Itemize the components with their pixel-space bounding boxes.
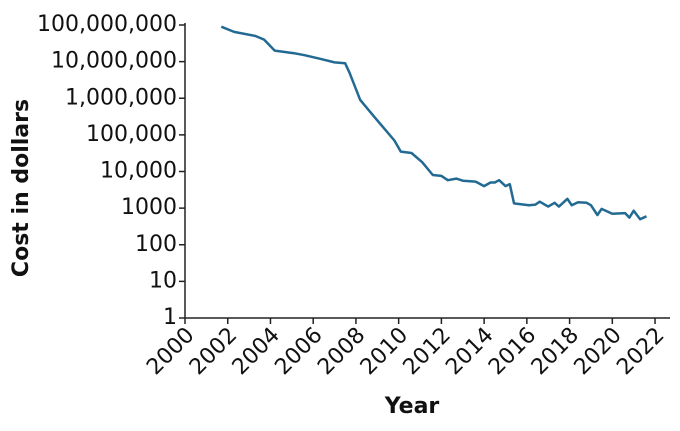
x-tick-label: 2012 xyxy=(399,323,456,380)
x-tick-label: 2022 xyxy=(612,323,669,380)
x-tick-label: 2014 xyxy=(441,323,498,380)
y-tick-label: 100 xyxy=(135,232,177,257)
x-tick-label: 2002 xyxy=(185,323,242,380)
x-axis-label: Year xyxy=(384,394,440,419)
x-tick-label: 2010 xyxy=(356,323,413,380)
y-tick-label: 1000 xyxy=(121,195,177,220)
x-tick-label: 2016 xyxy=(484,323,541,380)
x-tick-label: 2020 xyxy=(570,323,627,380)
x-tick-label: 2018 xyxy=(527,323,584,380)
y-axis-label: Cost in dollars xyxy=(9,99,34,277)
y-tick-label: 100,000,000 xyxy=(37,12,177,37)
data-line xyxy=(220,25,648,221)
y-tick-label: 1,000,000 xyxy=(65,85,177,110)
x-tick-label: 2000 xyxy=(142,323,199,380)
x-tick-label: 2008 xyxy=(313,323,370,380)
y-tick-label: 1 xyxy=(163,305,177,330)
y-tick-label: 10,000,000 xyxy=(51,49,177,74)
y-tick-label: 100,000 xyxy=(86,122,177,147)
y-tick-label: 10 xyxy=(149,268,177,293)
x-tick-label: 2004 xyxy=(228,323,285,380)
x-tick-label: 2006 xyxy=(270,323,327,380)
y-tick-label: 10,000 xyxy=(100,159,177,184)
